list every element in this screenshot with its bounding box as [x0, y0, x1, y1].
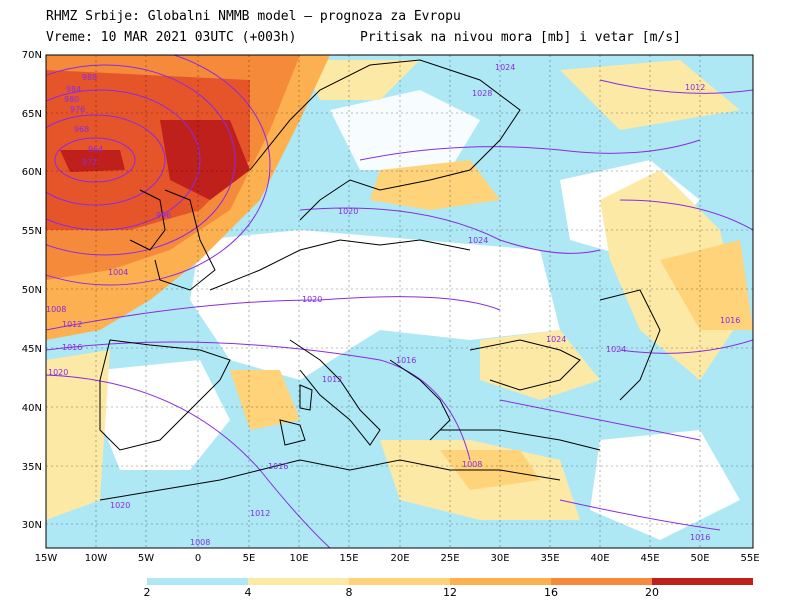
isobar-label: 996	[156, 211, 171, 220]
latitude-labels: 70N 65N 60N 55N 50N 45N 40N 35N 30N	[22, 50, 42, 531]
isobar-label: 1024	[495, 63, 515, 72]
lon-label: 15E	[339, 553, 358, 564]
lon-label: 15W	[35, 553, 58, 564]
isobar-label: 972	[82, 158, 97, 167]
lon-label: 30E	[490, 553, 509, 564]
colorbar-label: 2	[143, 586, 151, 599]
isobar-label: 1020	[302, 295, 322, 304]
isobar-label: 1004	[108, 268, 128, 277]
isobar-label: 980	[64, 95, 79, 104]
isobar-label: 1012	[322, 375, 342, 384]
colorbar-label: 16	[544, 586, 558, 599]
isobar-label: 1024	[606, 345, 626, 354]
isobar-label: 1016	[690, 533, 710, 542]
colorbar	[147, 578, 753, 585]
lat-label: 50N	[22, 285, 42, 296]
isobar-label: 976	[70, 105, 85, 114]
lon-label: 20E	[390, 553, 409, 564]
lat-label: 35N	[22, 462, 42, 473]
isobar-label: 984	[66, 85, 81, 94]
isobar-label: 1024	[468, 236, 488, 245]
isobar-labels: 988 984 980 976 968 964 972 996 1004 100…	[46, 63, 740, 547]
isobar-label: 1016	[396, 356, 416, 365]
colorbar-label: 12	[443, 586, 457, 599]
longitude-labels: 15W 10W 5W 0 5E 10E 15E 20E 25E 30E 35E …	[35, 553, 760, 564]
lat-label: 65N	[22, 109, 42, 120]
colorbar-swatch	[450, 578, 551, 585]
isobar-label: 1028	[472, 89, 492, 98]
lat-label: 60N	[22, 167, 42, 178]
isobar-label: 1020	[110, 501, 130, 510]
isobar-label: 1024	[546, 335, 566, 344]
colorbar-swatch	[349, 578, 450, 585]
colorbar-swatch	[551, 578, 652, 585]
isobar-label: 1008	[46, 305, 66, 314]
isobar-label: 1016	[62, 343, 82, 352]
isobar-label: 1020	[338, 207, 358, 216]
lon-label: 50E	[690, 553, 709, 564]
lon-label: 55E	[740, 553, 759, 564]
lat-label: 45N	[22, 344, 42, 355]
lon-label: 5E	[243, 553, 256, 564]
lon-label: 40E	[590, 553, 609, 564]
colorbar-label: 8	[345, 586, 353, 599]
colorbar-label: 20	[645, 586, 659, 599]
lon-label: 10W	[85, 553, 108, 564]
isobar-label: 964	[88, 145, 103, 154]
isobar-label: 1008	[190, 538, 210, 547]
lon-label: 25E	[440, 553, 459, 564]
lon-label: 5W	[138, 553, 154, 564]
lat-label: 30N	[22, 520, 42, 531]
map-title: RHMZ Srbije: Globalni NMMB model — progn…	[46, 9, 461, 24]
lon-label: 10E	[289, 553, 308, 564]
isobar-label: 1012	[685, 83, 705, 92]
isobar-label: 1012	[62, 320, 82, 329]
lon-label: 0	[195, 553, 201, 564]
lat-label: 70N	[22, 50, 42, 61]
isobar-label: 1012	[250, 509, 270, 518]
isobar-label: 988	[82, 73, 97, 82]
colorbar-swatch	[248, 578, 349, 585]
colorbar-swatch	[652, 578, 753, 585]
isobar-label: 1016	[720, 316, 740, 325]
lon-label: 35E	[540, 553, 559, 564]
isobar-label: 968	[74, 125, 89, 134]
map-frame	[45, 54, 754, 549]
lat-label: 40N	[22, 403, 42, 414]
isobar-label: 1008	[462, 460, 482, 469]
forecast-time: Vreme: 10 MAR 2021 03UTC (+003h)	[46, 30, 297, 45]
graticule	[46, 55, 753, 548]
isobar-label: 1020	[48, 368, 68, 377]
colorbar-swatch	[147, 578, 248, 585]
coastlines	[99, 59, 661, 501]
lon-label: 45E	[640, 553, 659, 564]
lat-label: 55N	[22, 226, 42, 237]
colorbar-label: 4	[244, 586, 252, 599]
isobar-lines	[46, 55, 753, 548]
isobar-label: 1016	[268, 462, 288, 471]
wind-speed-field	[46, 55, 753, 548]
field-description: Pritisak na nivou mora [mb] i vetar [m/s…	[360, 30, 681, 45]
